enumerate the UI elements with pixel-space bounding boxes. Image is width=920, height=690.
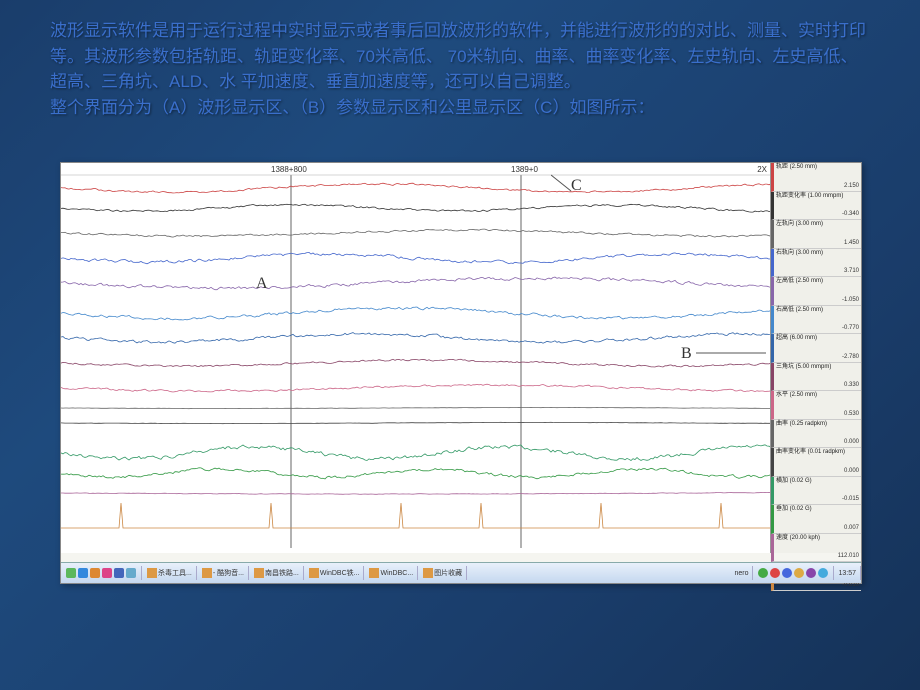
param-row[interactable]: 速度 (20.00 kph) 112.010: [771, 534, 861, 563]
param-label: 超高 (6.00 mm): [776, 335, 859, 342]
tray-icon[interactable]: [758, 568, 768, 578]
param-value: 112.010: [838, 553, 859, 560]
tray-icon[interactable]: [806, 568, 816, 578]
taskbar-items: 杀毒工具... - 酷狗音... 南昌铁路... WinDBC铁... WinDBC..…: [142, 566, 467, 580]
param-row[interactable]: 超高 (6.00 mm) -2.780: [771, 334, 861, 363]
param-row[interactable]: 右轨向 (3.00 mm) 3.710: [771, 249, 861, 278]
desc-line1: 波形显示软件是用于运行过程中实时显示或者事后回放波形的软件，并能进行波形的的对比…: [50, 21, 866, 91]
param-value: 0.000: [844, 439, 859, 446]
param-label: 速度 (20.00 kph): [776, 535, 859, 542]
param-row[interactable]: 左高低 (2.50 mm) -1.050: [771, 277, 861, 306]
param-label: 右高低 (2.50 mm): [776, 307, 859, 314]
km-label-right: 1389+0: [511, 165, 538, 174]
param-value: -0.015: [842, 496, 859, 503]
param-label: 水平 (2.50 mm): [776, 392, 859, 399]
param-value: -0.340: [842, 211, 859, 218]
windows-taskbar[interactable]: 杀毒工具... - 酷狗音... 南昌铁路... WinDBC铁... WinDBC..…: [61, 562, 861, 583]
param-label: 右轨向 (3.00 mm): [776, 250, 859, 257]
tray-area[interactable]: nero: [730, 566, 753, 580]
param-row[interactable]: 曲率变化率 (0.01 radpkm) 0.000: [771, 448, 861, 477]
quicklaunch-icon[interactable]: [126, 568, 136, 578]
waveform-display-area[interactable]: 1388+800 1389+0 2X A B C: [61, 163, 771, 553]
param-label: 曲率 (0.25 radpkm): [776, 421, 859, 428]
quicklaunch-icon[interactable]: [90, 568, 100, 578]
param-value: 2.150: [844, 183, 859, 190]
param-row[interactable]: 水平 (2.50 mm) 0.530: [771, 391, 861, 420]
clock[interactable]: 13:57: [834, 566, 861, 580]
param-value: -0.770: [842, 325, 859, 332]
param-row[interactable]: 三角坑 (5.00 mmpm) 0.330: [771, 363, 861, 392]
param-value: 0.330: [844, 382, 859, 389]
param-value: 1.450: [844, 240, 859, 247]
taskbar-button[interactable]: WinDBC铁...: [304, 566, 365, 580]
param-value: 0.007: [844, 525, 859, 532]
quicklaunch-icon[interactable]: [78, 568, 88, 578]
clock-time: 13:57: [838, 570, 856, 577]
param-value: -2.780: [842, 354, 859, 361]
param-value: 3.710: [844, 268, 859, 275]
param-label: 横加 (0.02 G): [776, 478, 859, 485]
param-row[interactable]: 左轨向 (3.00 mm) 1.450: [771, 220, 861, 249]
param-row[interactable]: 轨距变化率 (1.00 mmpm) -0.340: [771, 192, 861, 221]
param-row[interactable]: 右高低 (2.50 mm) -0.770: [771, 306, 861, 335]
taskbar-button[interactable]: 南昌铁路...: [249, 566, 304, 580]
annotation-b: B: [681, 345, 692, 363]
app-icon: [147, 568, 157, 578]
presentation-slide: 波形显示软件是用于运行过程中实时显示或者事后回放波形的软件，并能进行波形的的对比…: [0, 0, 920, 690]
param-row[interactable]: 曲率 (0.25 radpkm) 0.000: [771, 420, 861, 449]
tray-icon[interactable]: [770, 568, 780, 578]
param-value: 0.000: [844, 468, 859, 475]
param-value: -1.050: [842, 297, 859, 304]
tray-icon[interactable]: [794, 568, 804, 578]
taskbar-button[interactable]: 杀毒工具...: [142, 566, 197, 580]
param-label: 垂加 (0.02 G): [776, 506, 859, 513]
app-screenshot: 1388+800 1389+0 2X A B C 轨距 (2.50 mm) 2.1…: [60, 162, 862, 584]
param-label: 曲率变化率 (0.01 radpkm): [776, 449, 859, 456]
quicklaunch-icon[interactable]: [66, 568, 76, 578]
param-row[interactable]: 垂加 (0.02 G) 0.007: [771, 505, 861, 534]
taskbar-button[interactable]: WinDBC...: [364, 566, 418, 580]
quicklaunch-icon[interactable]: [102, 568, 112, 578]
taskbar-button-label: - 酷狗音...: [213, 568, 244, 578]
waveform-svg: [61, 163, 771, 553]
param-label: 左轨向 (3.00 mm): [776, 221, 859, 228]
start-area[interactable]: [61, 566, 142, 580]
app-icon: [202, 568, 212, 578]
param-row[interactable]: 轨距 (2.50 mm) 2.150: [771, 163, 861, 192]
description-text: 波形显示软件是用于运行过程中实时显示或者事后回放波形的软件，并能进行波形的的对比…: [0, 0, 920, 130]
tray-icon[interactable]: [782, 568, 792, 578]
param-value: 0.530: [844, 411, 859, 418]
annotation-b-arrow: [696, 343, 776, 363]
param-label: 轨距变化率 (1.00 mmpm): [776, 193, 859, 200]
quicklaunch-icon[interactable]: [114, 568, 124, 578]
taskbar-button-label: 杀毒工具...: [158, 568, 192, 578]
parameter-display-area[interactable]: 轨距 (2.50 mm) 2.150 轨距变化率 (1.00 mmpm) -0.340…: [770, 163, 861, 553]
taskbar-button[interactable]: - 酷狗音...: [197, 566, 249, 580]
app-icon: [254, 568, 264, 578]
app-icon: [309, 568, 319, 578]
annotation-c-arrow: [551, 173, 611, 203]
km-label-left: 1388+800: [271, 165, 307, 174]
param-label: 左高低 (2.50 mm): [776, 278, 859, 285]
taskbar-button-label: 南昌铁路...: [265, 568, 299, 578]
taskbar-button-label: WinDBC铁...: [320, 568, 360, 578]
app-icon: [423, 568, 433, 578]
taskbar-button-label: 图片收藏: [434, 568, 462, 578]
param-label: 轨距 (2.50 mm): [776, 164, 859, 171]
param-row[interactable]: 横加 (0.02 G) -0.015: [771, 477, 861, 506]
tray-icon[interactable]: [818, 568, 828, 578]
tray-icons[interactable]: [753, 566, 834, 580]
app-icon: [369, 568, 379, 578]
param-label: 三角坑 (5.00 mmpm): [776, 364, 859, 371]
desc-line2: 整个界面分为（A）波形显示区、（B）参数显示区和公里显示区（C）如图所示：: [50, 98, 654, 117]
annotation-a: A: [256, 275, 268, 293]
taskbar-button[interactable]: 图片收藏: [418, 566, 467, 580]
zoom-label: 2X: [757, 165, 767, 174]
tray-label: nero: [734, 570, 748, 577]
taskbar-button-label: WinDBC...: [380, 570, 413, 577]
